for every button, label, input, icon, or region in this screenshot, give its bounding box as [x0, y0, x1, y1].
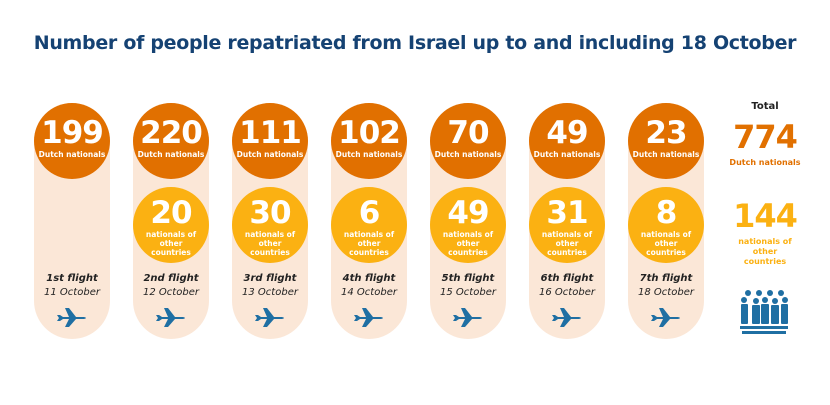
- flight-date: 14 October: [341, 287, 397, 298]
- flight-label: 2nd flight: [143, 273, 199, 284]
- flight-label: 1st flight: [46, 273, 98, 284]
- dutch-label: Dutch nationals: [533, 150, 601, 159]
- dutch-label: Dutch nationals: [38, 150, 106, 159]
- flight-card: 199 Dutch nationals 1st flight 11 October: [34, 103, 110, 339]
- total-dutch-value: 774: [733, 118, 798, 156]
- airplane-icon: [254, 306, 286, 328]
- other-circle: 30 nationals of other countries: [232, 187, 308, 263]
- dutch-circle: 49 Dutch nationals: [529, 103, 605, 179]
- other-label: nationals of other countries: [145, 230, 197, 257]
- other-count: 30: [249, 195, 291, 231]
- flight-label: 7th flight: [639, 273, 693, 284]
- airplane-icon: [56, 306, 88, 328]
- other-label: nationals of other countries: [442, 230, 494, 257]
- flight-date: 16 October: [539, 287, 595, 298]
- other-circle: 31 nationals of other countries: [529, 187, 605, 263]
- dutch-label: Dutch nationals: [335, 150, 403, 159]
- flight-date: 11 October: [44, 287, 100, 298]
- total-other-value: 144: [733, 197, 798, 235]
- dutch-label: Dutch nationals: [137, 150, 205, 159]
- other-count: 49: [447, 195, 489, 231]
- flight-date: 12 October: [143, 287, 199, 298]
- flight-card: 23 Dutch nationals 8 nationals of other …: [628, 103, 704, 339]
- other-circle: 49 nationals of other countries: [430, 187, 506, 263]
- flight-card: 111 Dutch nationals 30 nationals of othe…: [232, 103, 308, 339]
- dutch-count: 199: [41, 115, 104, 151]
- people-group-icon: [740, 290, 788, 334]
- dutch-count: 70: [447, 115, 489, 151]
- airplane-icon: [353, 306, 385, 328]
- dutch-count: 220: [140, 115, 203, 151]
- dutch-circle: 70 Dutch nationals: [430, 103, 506, 179]
- dutch-count: 49: [546, 115, 588, 151]
- dutch-circle: 220 Dutch nationals: [133, 103, 209, 179]
- other-label: nationals of other countries: [244, 230, 296, 257]
- airplane-icon: [452, 306, 484, 328]
- flight-card: 49 Dutch nationals 31 nationals of other…: [529, 103, 605, 339]
- flight-card: 220 Dutch nationals 20 nationals of othe…: [133, 103, 209, 339]
- other-label: nationals of other countries: [640, 230, 692, 257]
- dutch-label: Dutch nationals: [236, 150, 304, 159]
- dutch-circle: 111 Dutch nationals: [232, 103, 308, 179]
- other-count: 31: [546, 195, 588, 231]
- dutch-circle: 23 Dutch nationals: [628, 103, 704, 179]
- other-count: 6: [358, 195, 381, 231]
- dutch-circle: 102 Dutch nationals: [331, 103, 407, 179]
- flight-card: 102 Dutch nationals 6 nationals of other…: [331, 103, 407, 339]
- airplane-icon: [551, 306, 583, 328]
- dutch-label: Dutch nationals: [632, 150, 700, 159]
- dutch-count: 102: [338, 115, 401, 151]
- total-dutch-label: Dutch nationals: [729, 158, 801, 167]
- dutch-count: 111: [239, 115, 302, 151]
- other-count: 20: [150, 195, 192, 231]
- airplane-icon: [650, 306, 682, 328]
- flight-card: 70 Dutch nationals 49 nationals of other…: [430, 103, 506, 339]
- airplane-icon: [155, 306, 187, 328]
- other-label: nationals of other countries: [541, 230, 593, 257]
- other-circle: 8 nationals of other countries: [628, 187, 704, 263]
- flight-label: 3rd flight: [243, 273, 297, 284]
- flight-date: 18 October: [638, 287, 694, 298]
- page-title: Number of people repatriated from Israel…: [33, 32, 797, 54]
- other-count: 8: [655, 195, 678, 231]
- flight-date: 15 October: [440, 287, 496, 298]
- flight-date: 13 October: [242, 287, 298, 298]
- dutch-label: Dutch nationals: [434, 150, 502, 159]
- flight-label: 5th flight: [441, 273, 495, 284]
- other-label: nationals of other countries: [343, 230, 395, 257]
- total-heading: Total: [751, 101, 779, 112]
- dutch-count: 23: [645, 115, 687, 151]
- dutch-circle: 199 Dutch nationals: [34, 103, 110, 179]
- flight-label: 6th flight: [540, 273, 594, 284]
- other-circle: 6 nationals of other countries: [331, 187, 407, 263]
- other-circle: 20 nationals of other countries: [133, 187, 209, 263]
- flight-label: 4th flight: [342, 273, 396, 284]
- total-other-label: nationals of other countries: [738, 237, 792, 266]
